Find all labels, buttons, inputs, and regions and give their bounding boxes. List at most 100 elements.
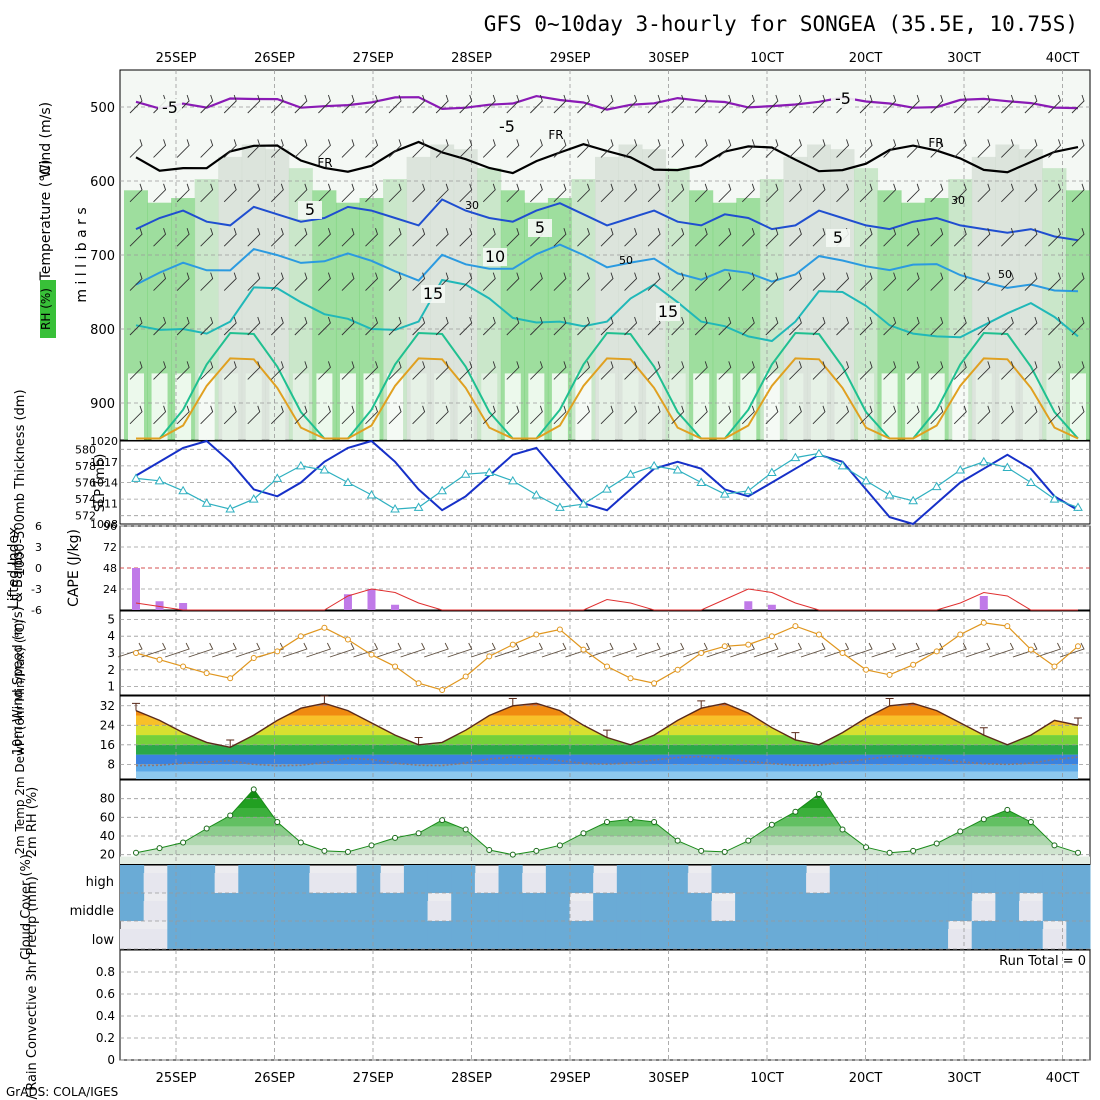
- wind10m-axis-title: 10m Wind Speed (m/s) & Barbs: [11, 550, 26, 755]
- rh-axis-title: RH (%): [39, 288, 53, 330]
- cloud-cell: [924, 893, 949, 921]
- cloud-cell: [900, 921, 925, 949]
- wind-barb: [459, 316, 473, 336]
- wind-barb: [953, 272, 967, 291]
- wind-barb: [577, 316, 590, 336]
- wind-barb: [577, 405, 590, 425]
- rh2m-axis-title: 2m RH (%): [25, 787, 40, 858]
- wind-barb: [1048, 183, 1061, 203]
- cloud-cell: [522, 921, 547, 949]
- wind10m-barb: [141, 642, 167, 658]
- wind-barb: [223, 183, 237, 203]
- precip-grid: [120, 950, 1090, 1061]
- cloud-cell: [427, 865, 452, 893]
- cloud-cell: [1066, 893, 1091, 921]
- cloud-cell: [238, 865, 263, 893]
- rh-dry-core: [622, 373, 639, 440]
- thickness-point: [413, 502, 424, 511]
- wind-barb: [294, 361, 308, 380]
- wind-barb: [506, 361, 520, 380]
- wind-barb: [318, 316, 331, 336]
- cloud-cell: [782, 921, 807, 949]
- wind-barb: [388, 405, 402, 425]
- wind-barb: [506, 139, 520, 158]
- cape-bar: [343, 594, 352, 610]
- cape-tick: 96: [103, 520, 117, 533]
- rh2m-point: [768, 821, 775, 828]
- wind-barb: [930, 405, 944, 425]
- temp2m-errorbar: [132, 702, 140, 711]
- wind-barb: [365, 139, 379, 158]
- date-tick: 30CT: [947, 51, 981, 66]
- cloud-cell: [403, 921, 429, 949]
- wind10m-point: [863, 666, 870, 673]
- wind-barb: [129, 272, 143, 291]
- wind-barb: [671, 139, 685, 158]
- cloud-cell: [238, 921, 263, 949]
- cloud-axis-title: Cloud Cover (%): [19, 854, 34, 960]
- wind-barb: [671, 183, 685, 203]
- rh2m-point: [344, 848, 351, 855]
- temp2m-errorbar: [320, 695, 329, 704]
- rh2m-point: [745, 837, 752, 844]
- wind10m-point: [133, 650, 139, 656]
- cloud-cell: [616, 865, 641, 893]
- temp2m-grid: [120, 696, 1090, 779]
- cape-grid: [120, 525, 1090, 610]
- wind-barb: [1071, 139, 1085, 158]
- wind-barb: [1024, 139, 1038, 158]
- wind-barb: [153, 139, 167, 158]
- rh-label: 30: [951, 194, 965, 207]
- slp-line: [135, 439, 1079, 526]
- cloud-cell: [735, 865, 760, 893]
- cloud-cell: [143, 901, 168, 921]
- wind-barb: [600, 272, 614, 291]
- cape-bar: [155, 601, 164, 610]
- cloud-cell: [758, 865, 783, 893]
- wind-barb: [341, 272, 355, 291]
- wind-barb: [435, 316, 449, 336]
- wind-barb: [200, 94, 214, 114]
- rh-shading: [124, 144, 1090, 441]
- wind-barb: [906, 272, 920, 291]
- wind-barb: [647, 183, 661, 203]
- rh2m-point: [815, 791, 822, 797]
- rh2m-point: [274, 819, 281, 825]
- isotherm-label-bg: [826, 229, 850, 247]
- wind10m-barb: [117, 642, 143, 658]
- rh2m-point: [1051, 842, 1058, 849]
- isotherm-label-bg: [421, 285, 445, 303]
- rh-band: [136, 845, 1078, 855]
- wind-barb: [129, 228, 143, 247]
- wind-barb: [671, 228, 685, 247]
- rh2m-tick: 80: [100, 792, 115, 806]
- rh-label: 30: [465, 199, 479, 212]
- wind-barb: [624, 94, 638, 114]
- wind-barb: [718, 139, 732, 158]
- temp2m-errorbar: [979, 727, 988, 736]
- wind-barb: [765, 94, 779, 114]
- wind-barb: [176, 405, 190, 425]
- wind-barb: [553, 94, 567, 114]
- rh-dry-core: [599, 373, 615, 440]
- rh-dry-core: [222, 373, 239, 440]
- rh-dry-core: [551, 373, 568, 440]
- wind-barb: [647, 228, 661, 247]
- wind-barb: [741, 139, 755, 158]
- wind10m-barb: [164, 642, 190, 658]
- chart-title: GFS 0~10day 3-hourly for SONGEA (35.5E, …: [484, 12, 1078, 36]
- rh-dry-core: [504, 373, 521, 440]
- wind-barb: [600, 405, 614, 425]
- cloud-cell: [758, 893, 783, 921]
- wind-barb: [388, 272, 402, 291]
- wind10m-point: [910, 661, 917, 668]
- wind-barb: [247, 183, 261, 203]
- wind-barb: [412, 94, 426, 114]
- wind-barb: [859, 139, 873, 158]
- cloud-cell: [120, 929, 145, 949]
- cape-axis-title: CAPE (J/kg): [66, 529, 82, 607]
- wind10m-point: [815, 631, 822, 638]
- rh-dry-core: [1046, 373, 1063, 440]
- temp2m-axis: 8 16 24 32: [100, 699, 115, 772]
- precip-tick: 0.2: [96, 1031, 115, 1045]
